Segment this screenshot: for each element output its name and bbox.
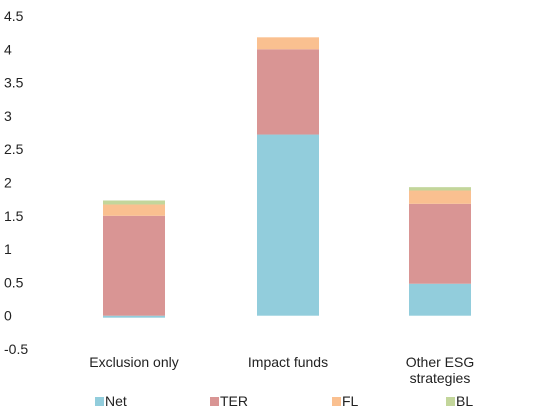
bar-net-2 [257,134,319,316]
category-label: Other ESG [406,354,474,370]
bar-net-3 [409,283,471,316]
y-tick-label: 3 [4,108,12,124]
y-tick-label: 1 [4,241,12,257]
legend-swatch-bl [446,397,455,406]
y-tick-label: 2 [4,175,12,191]
bar-fl-3 [409,190,471,204]
y-tick-label: 3.5 [4,75,24,91]
legend-label-ter: TER [220,393,248,409]
bar-bl-3 [409,187,471,191]
bar-net-1 [103,315,165,318]
bar-ter-3 [409,203,471,284]
legend-swatch-ter [210,397,219,406]
y-axis: -0.5 0 0.5 1 1.5 2 2.5 3 3.5 4 4.5 [4,8,28,357]
category-label: Exclusion only [89,354,179,370]
legend-swatch-fl [332,397,341,406]
legend-label-fl: FL [342,393,359,409]
y-tick-label: 0 [4,308,12,324]
y-tick-label: 1.5 [4,208,24,224]
y-tick-label: 4 [4,41,12,57]
category-label: strategies [410,370,471,386]
bar-ter-1 [103,215,165,316]
y-tick-label: 0.5 [4,274,24,290]
bar-fl-1 [103,204,165,216]
y-tick-label: 2.5 [4,141,24,157]
bars [103,37,471,318]
bar-bl-1 [103,200,165,205]
legend-label-net: Net [105,393,127,409]
bar-ter-2 [257,49,319,135]
bar-fl-2 [257,37,319,50]
legend: Net TER FL BL [95,393,473,409]
legend-swatch-net [95,397,104,406]
y-tick-label: -0.5 [4,341,28,357]
legend-label-bl: BL [456,393,473,409]
category-label: Impact funds [248,354,328,370]
y-tick-label: 4.5 [4,8,24,24]
x-axis: Exclusion only Impact funds Other ESGstrat… [89,354,474,386]
